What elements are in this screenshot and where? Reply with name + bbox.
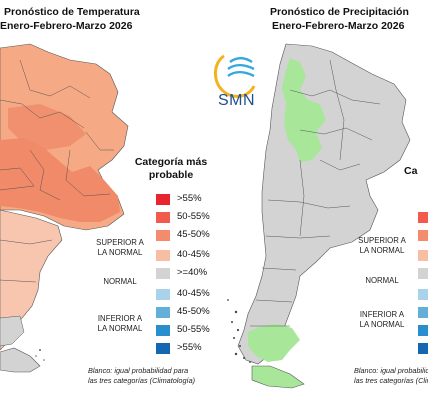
precipitation-map-tierra-del-fuego [251, 365, 305, 389]
legend-band-normal: NORMAL [103, 277, 137, 286]
temperature-map-gray-south [0, 315, 25, 347]
smn-logo-text: SMN [218, 92, 256, 109]
legend-label-3: 40-45% [177, 249, 210, 260]
precipitation-legend-swatch-4 [418, 268, 428, 279]
precipitation-map [227, 43, 411, 389]
legend-swatch-6 [156, 307, 170, 318]
legend-note-line1: Blanco: igual probabilidad para [88, 366, 189, 375]
temperature-map [0, 43, 129, 373]
legend-label-2: 45-50% [177, 229, 210, 240]
temperature-map-province-borders [0, 59, 114, 283]
precipitation-title-line2: Enero-Febrero-Marzo 2026 [272, 20, 405, 32]
legend-swatch-8 [156, 343, 170, 354]
legend-label-0: >55% [177, 193, 202, 204]
temperature-map-tierra-del-fuego [0, 347, 41, 373]
legend-swatch-1 [156, 212, 170, 223]
temperature-map-islands [35, 349, 45, 361]
precipitation-band-superior: SUPERIOR A LA NORMAL [358, 236, 406, 255]
legend-swatch-2 [156, 230, 170, 241]
legend-label-5: 40-45% [177, 288, 210, 299]
temperature-map-hot-north [8, 104, 86, 150]
legend-swatch-3 [156, 250, 170, 261]
legend-swatch-5 [156, 289, 170, 300]
precipitation-legend-swatch-5 [418, 289, 428, 300]
legend-title: Categoría más probable [134, 156, 208, 181]
legend-note-line2: las tres categorías (Climatología) [88, 376, 196, 385]
precipitation-legend-swatch-7 [418, 325, 428, 336]
precipitation-map-country [237, 43, 411, 365]
precipitation-legend-swatch-2 [418, 230, 428, 241]
precipitation-legend-swatch-1 [418, 212, 428, 223]
smn-logo-mark [214, 54, 256, 98]
temperature-title-line2: Enero-Febrero-Marzo 2026 [0, 20, 133, 32]
precipitation-band-normal: NORMAL [365, 276, 399, 285]
legend-label-7: 50-55% [177, 324, 210, 335]
legend-band-inferior: INFERIOR A LA NORMAL [97, 314, 143, 333]
precipitation-legend-swatch-8 [418, 343, 428, 354]
precipitation-legend-title-fragment: Ca [404, 165, 418, 177]
legend-label-8: >55% [177, 342, 202, 353]
legend-label-6: 45-50% [177, 306, 210, 317]
legend-band-superior: SUPERIOR A LA NORMAL [96, 238, 144, 257]
precipitation-title-line1: Pronóstico de Precipitación [270, 6, 409, 18]
precipitation-legend-swatch-3 [418, 250, 428, 261]
precipitation-map-green-south [248, 324, 300, 362]
legend-label-4: >=40% [177, 267, 208, 278]
precipitation-legend-swatch-6 [418, 307, 428, 318]
precipitation-band-inferior: INFERIOR A LA NORMAL [359, 310, 405, 329]
temperature-title-line1: Pronóstico de Temperatura [4, 6, 140, 18]
precipitation-map-green-north [282, 58, 326, 162]
legend-swatch-7 [156, 325, 170, 336]
precipitation-map-province-borders [250, 59, 381, 327]
legend-label-1: 50-55% [177, 211, 210, 222]
legend-swatch-0 [156, 194, 170, 205]
precipitation-map-islands [227, 299, 251, 363]
legend-swatch-4 [156, 268, 170, 279]
temperature-map-hot-core [0, 138, 120, 222]
